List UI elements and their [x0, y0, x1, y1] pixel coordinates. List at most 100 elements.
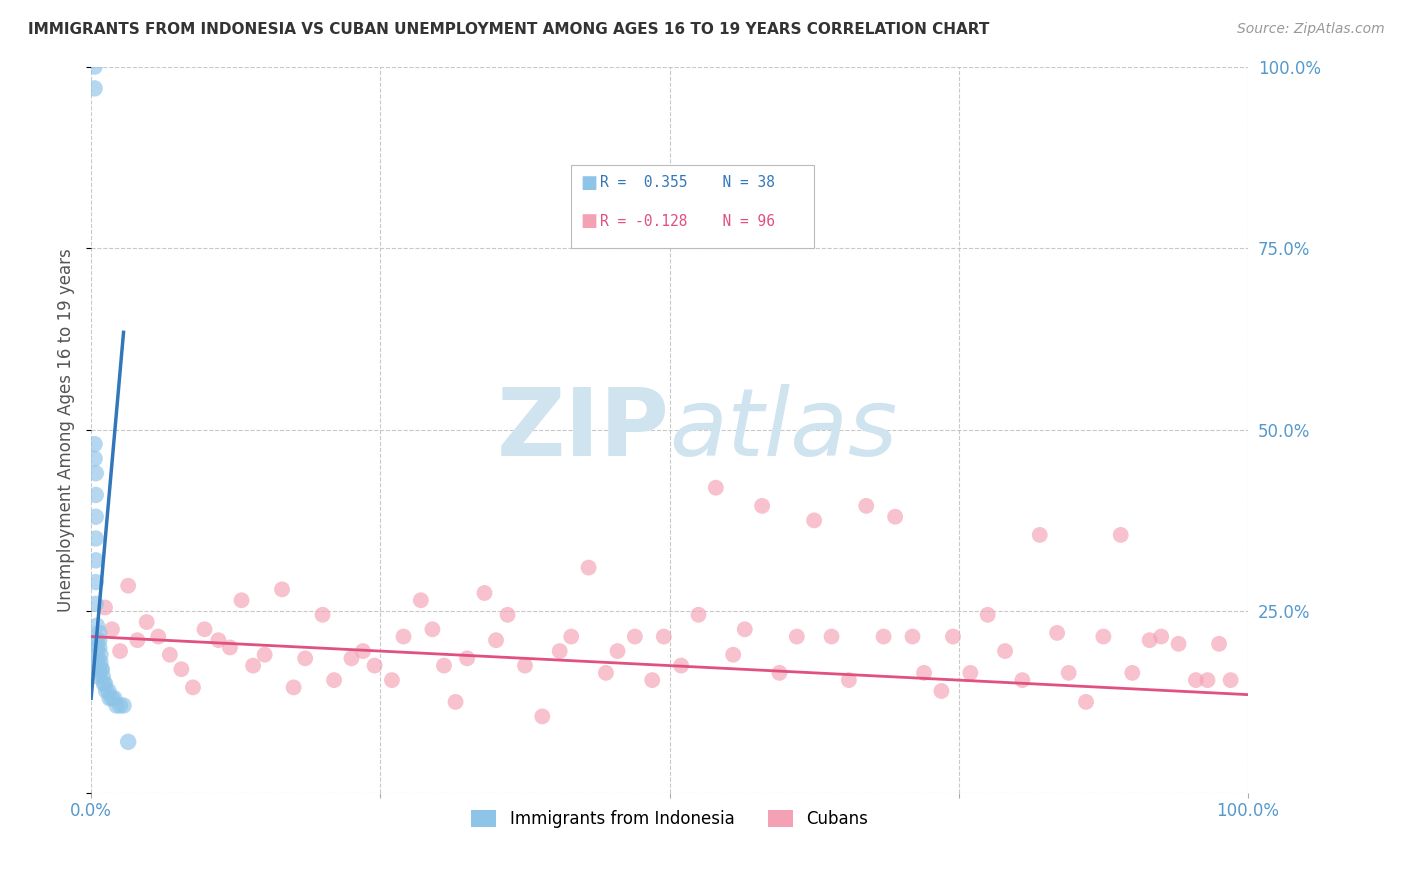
Point — [381, 673, 404, 687]
Point — [87, 662, 110, 676]
Point — [751, 499, 773, 513]
Point — [641, 673, 664, 687]
Point — [83, 437, 105, 451]
Point — [97, 684, 120, 698]
Text: ■: ■ — [581, 212, 598, 230]
Point — [108, 698, 131, 713]
Point — [84, 488, 107, 502]
Point — [340, 651, 363, 665]
Point — [105, 698, 128, 713]
Point — [1219, 673, 1241, 687]
Point — [838, 673, 860, 687]
Point — [323, 673, 346, 687]
Point — [1074, 695, 1097, 709]
Point — [242, 658, 264, 673]
Point — [181, 681, 204, 695]
Point — [112, 698, 135, 713]
Point — [485, 633, 508, 648]
Point — [1046, 626, 1069, 640]
Point — [89, 633, 111, 648]
Point — [624, 630, 647, 644]
Point — [83, 60, 105, 74]
Point — [283, 681, 305, 695]
Point — [103, 691, 125, 706]
Point — [1139, 633, 1161, 648]
Point — [786, 630, 808, 644]
Point — [513, 658, 536, 673]
Point — [422, 622, 444, 636]
Point — [87, 662, 110, 676]
Point — [117, 735, 139, 749]
Point — [101, 691, 124, 706]
Point — [531, 709, 554, 723]
Point — [912, 665, 935, 680]
Point — [688, 607, 710, 622]
Point — [90, 662, 112, 676]
Point — [170, 662, 193, 676]
Point — [108, 644, 131, 658]
Point — [409, 593, 432, 607]
Legend: Immigrants from Indonesia, Cubans: Immigrants from Indonesia, Cubans — [464, 804, 875, 835]
Point — [994, 644, 1017, 658]
Point — [606, 644, 628, 658]
Point — [86, 648, 108, 662]
Point — [89, 640, 111, 655]
Point — [84, 597, 107, 611]
Text: IMMIGRANTS FROM INDONESIA VS CUBAN UNEMPLOYMENT AMONG AGES 16 TO 19 YEARS CORREL: IMMIGRANTS FROM INDONESIA VS CUBAN UNEMP… — [28, 22, 990, 37]
Text: ZIP: ZIP — [496, 384, 669, 475]
Point — [560, 630, 582, 644]
Point — [87, 669, 110, 683]
Text: R = -0.128    N = 96: R = -0.128 N = 96 — [600, 214, 775, 228]
Text: atlas: atlas — [669, 384, 898, 475]
Point — [91, 669, 114, 683]
Point — [363, 658, 385, 673]
Point — [89, 648, 111, 662]
Point — [271, 582, 294, 597]
Point — [84, 553, 107, 567]
Point — [578, 560, 600, 574]
Point — [86, 618, 108, 632]
Point — [548, 644, 571, 658]
Point — [1150, 630, 1173, 644]
Point — [872, 630, 894, 644]
Point — [90, 662, 112, 676]
Point — [253, 648, 276, 662]
Point — [1185, 673, 1208, 687]
Point — [127, 633, 149, 648]
Point — [444, 695, 467, 709]
Text: ■: ■ — [581, 174, 598, 192]
Point — [87, 655, 110, 669]
Point — [1057, 665, 1080, 680]
Point — [98, 691, 121, 706]
Point — [84, 466, 107, 480]
Point — [474, 586, 496, 600]
Point — [901, 630, 924, 644]
Point — [86, 633, 108, 648]
Point — [721, 648, 744, 662]
Point — [86, 640, 108, 655]
Point — [94, 600, 117, 615]
Point — [89, 655, 111, 669]
Point — [193, 622, 215, 636]
Point — [1167, 637, 1189, 651]
Point — [311, 607, 333, 622]
Point — [734, 622, 756, 636]
Y-axis label: Unemployment Among Ages 16 to 19 years: Unemployment Among Ages 16 to 19 years — [58, 248, 75, 612]
Point — [456, 651, 478, 665]
Point — [207, 633, 229, 648]
Point — [148, 630, 170, 644]
Point — [84, 509, 107, 524]
Text: Source: ZipAtlas.com: Source: ZipAtlas.com — [1237, 22, 1385, 37]
Text: R =  0.355    N = 38: R = 0.355 N = 38 — [600, 175, 775, 190]
Point — [1109, 528, 1132, 542]
Point — [704, 481, 727, 495]
Point — [84, 575, 107, 590]
Point — [135, 615, 157, 629]
Point — [768, 665, 790, 680]
Point — [294, 651, 316, 665]
Point — [496, 607, 519, 622]
Point — [1208, 637, 1230, 651]
Point — [976, 607, 998, 622]
Point — [803, 513, 825, 527]
Point — [820, 630, 842, 644]
